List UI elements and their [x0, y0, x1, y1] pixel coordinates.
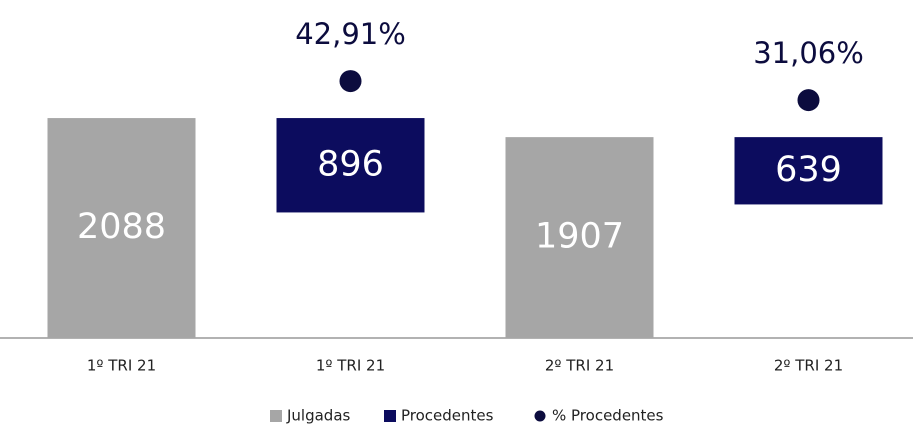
- bar-label: 896: [317, 144, 384, 184]
- bar-label: 2088: [77, 207, 166, 247]
- bar: [47, 118, 196, 339]
- x-tick-label: 2º TRI 21: [545, 357, 614, 375]
- bar: [505, 137, 654, 338]
- x-tick-label: 1º TRI 21: [87, 357, 156, 375]
- dot: [339, 70, 362, 93]
- bar-label: 639: [775, 150, 842, 190]
- bar-label: 1907: [535, 217, 624, 257]
- dot-label: 42,91%: [295, 17, 406, 51]
- dot: [797, 89, 820, 112]
- x-tick-label: 1º TRI 21: [316, 357, 385, 375]
- legend-swatch: [270, 410, 282, 422]
- bar: [734, 137, 883, 205]
- dot-label: 31,06%: [753, 36, 864, 70]
- legend-label: % Procedentes: [552, 407, 664, 425]
- legend-swatch: [384, 410, 396, 422]
- legend-label: Julgadas: [286, 407, 351, 425]
- x-tick-label: 2º TRI 21: [774, 357, 843, 375]
- legend-swatch: [534, 410, 546, 422]
- legend-label: Procedentes: [401, 407, 494, 425]
- bar: [276, 118, 425, 213]
